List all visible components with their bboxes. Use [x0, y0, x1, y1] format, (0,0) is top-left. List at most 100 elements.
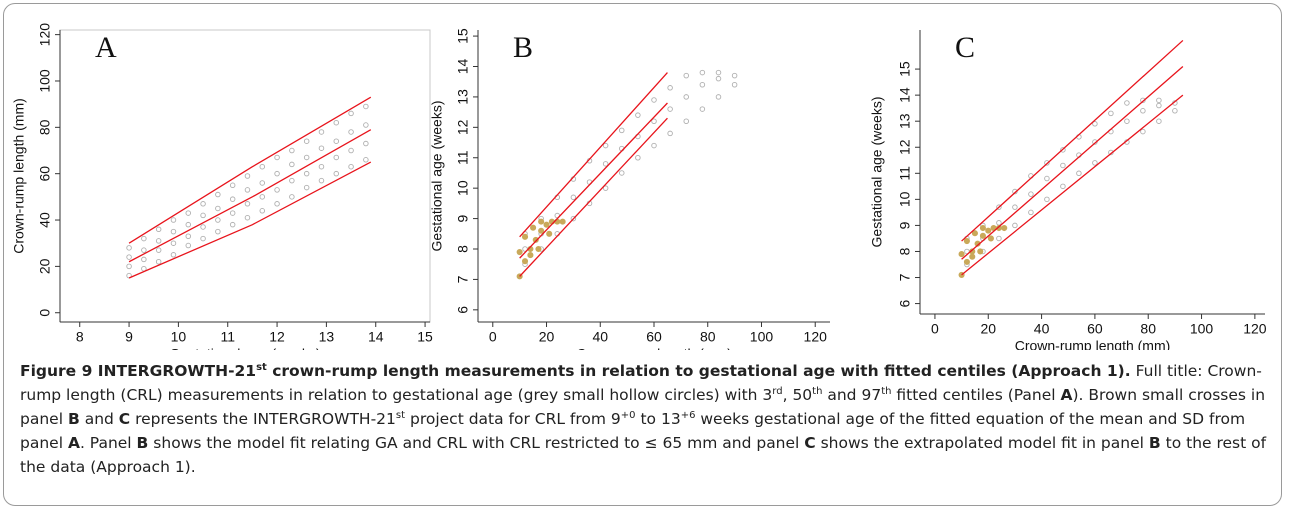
- data-point: [155, 238, 162, 244]
- data-point: [229, 221, 236, 228]
- data-point: [667, 130, 673, 137]
- data-point: [289, 147, 295, 154]
- data-point: [289, 161, 295, 168]
- panel: 0 20 40 60 80 100 120 6 7 8 9 10 11 12 13 14 15 Crown-rum…: [869, 30, 1267, 350]
- data-point: [985, 227, 992, 234]
- x-tick-label: 120: [1243, 321, 1267, 337]
- data-point: [530, 224, 537, 231]
- y-tick-label: 10: [455, 180, 471, 196]
- data-point: [348, 110, 354, 117]
- y-tick-label: 9: [897, 221, 913, 229]
- data-point: [229, 196, 236, 202]
- data-point: [215, 217, 221, 223]
- x-tick-label: 120: [804, 329, 828, 345]
- caption-text: +0: [620, 409, 636, 421]
- caption-text: Full title: Crown-rump length (CRL) meas…: [20, 362, 1262, 404]
- caption-text: +6: [680, 409, 696, 421]
- data-point: [333, 138, 340, 144]
- data-point: [141, 235, 147, 242]
- y-tick-label: 6: [897, 299, 913, 307]
- data-point: [1044, 160, 1050, 166]
- data-point: [651, 97, 657, 103]
- data-point: [522, 246, 528, 252]
- y-tick-label: 15: [455, 28, 471, 44]
- x-tick-label: 100: [1190, 321, 1214, 337]
- caption-text: project data for CRL from 9: [405, 410, 621, 428]
- data-point: [229, 182, 236, 189]
- caption-text: st: [256, 361, 267, 373]
- caption-text: shows the model fit relating GA and CRL …: [148, 434, 805, 452]
- y-tick-label: 11: [455, 150, 471, 165]
- data-point: [333, 154, 340, 161]
- data-point: [699, 69, 706, 76]
- x-axis-title: Gestational age (weeks): [170, 346, 321, 350]
- data-point: [1028, 191, 1034, 197]
- data-point: [318, 163, 325, 170]
- panel: 8 9 10 11 12 13 14 15 0 20 40 60 80 100 120 Gestational…: [11, 23, 433, 350]
- x-tick-label: 8: [76, 329, 84, 345]
- data-point: [289, 194, 295, 200]
- data-point: [303, 170, 310, 177]
- caption-text: , 50: [782, 386, 813, 404]
- y-tick-label: 100: [37, 69, 53, 93]
- data-point: [1076, 170, 1082, 177]
- data-point: [987, 235, 994, 242]
- data-point: [635, 154, 641, 161]
- data-point: [333, 119, 340, 126]
- centile-line: [961, 65, 1184, 260]
- data-point: [667, 85, 673, 91]
- data-point: [244, 201, 251, 207]
- data-point: [570, 215, 577, 222]
- data-point: [731, 81, 738, 88]
- data-point: [715, 69, 722, 76]
- y-axis-title: Gestational age (weeks): [869, 97, 885, 248]
- caption-text: B: [136, 434, 149, 452]
- data-point: [200, 212, 206, 219]
- data-point: [363, 157, 369, 163]
- panel-label: A: [95, 31, 117, 64]
- data-point: [699, 81, 706, 88]
- data-point: [527, 252, 534, 259]
- data-point: [731, 72, 738, 79]
- caption-text: and: [79, 410, 119, 428]
- panel: 0 20 40 60 80 100 120 6 7 8 9 10 11 12 13 14 15 Crown-rum…: [429, 28, 830, 350]
- data-point: [348, 129, 354, 135]
- data-point: [318, 177, 325, 184]
- caption-text: ). Brown small crosses in panel: [20, 386, 1266, 428]
- y-tick-label: 40: [37, 212, 53, 228]
- data-point: [979, 232, 986, 239]
- data-point: [1044, 196, 1050, 203]
- data-point: [683, 118, 689, 124]
- data-point: [1012, 222, 1018, 229]
- data-point: [521, 233, 529, 240]
- data-point: [363, 122, 369, 128]
- data-point: [170, 240, 177, 246]
- data-point: [333, 170, 340, 177]
- data-point: [635, 112, 641, 118]
- data-point: [303, 184, 310, 191]
- data-point: [126, 263, 132, 270]
- data-point: [274, 201, 280, 207]
- y-tick-label: 20: [37, 258, 53, 274]
- data-point: [1092, 121, 1098, 127]
- data-point: [303, 138, 310, 144]
- centile-line: [128, 96, 372, 244]
- data-point: [185, 233, 192, 240]
- caption-text: A: [1060, 386, 1073, 404]
- data-point: [244, 214, 251, 221]
- figure-caption: Figure 9 INTERGROWTH-21st crown-rump len…: [20, 359, 1270, 479]
- x-axis-title: Crown-rump length (mm): [1015, 338, 1171, 350]
- centile-line: [961, 94, 1184, 276]
- data-point: [348, 147, 354, 154]
- data-point: [715, 94, 722, 100]
- y-tick-label: 8: [455, 245, 471, 253]
- data-point: [170, 228, 177, 235]
- data-point: [538, 227, 545, 234]
- panel-label: B: [513, 31, 533, 64]
- data-point: [1092, 139, 1098, 145]
- x-tick-label: 60: [646, 329, 662, 345]
- data-point: [1172, 108, 1178, 114]
- x-tick-label: 100: [750, 329, 774, 345]
- data-point: [244, 187, 251, 193]
- data-point: [1060, 147, 1066, 153]
